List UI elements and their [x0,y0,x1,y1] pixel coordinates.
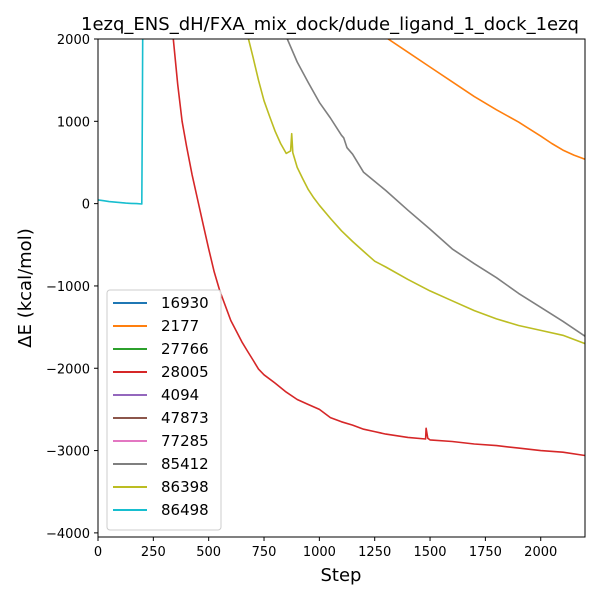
y-tick-label: −2000 [46,362,90,377]
x-tick-label: 1750 [469,545,502,560]
y-axis-label: ΔE (kcal/mol) [15,228,36,347]
legend-label-2177: 2177 [161,317,199,335]
x-tick-label: 0 [94,545,102,560]
x-tick-label: 500 [196,545,221,560]
y-tick-label: 1000 [57,115,90,130]
chart-title: 1ezq_ENS_dH/FXA_mix_dock/dude_ligand_1_d… [81,14,579,35]
y-tick-label: 2000 [57,33,90,48]
legend: 16930 2177 27766 28005 4094 47873 77285 85412 86… [106,289,222,531]
legend-label-86498: 86498 [161,501,209,519]
y-tick-label: −4000 [46,527,90,542]
y-tick-label: −1000 [46,280,90,295]
legend-label-86398: 86398 [161,478,209,496]
legend-label-27766: 27766 [161,340,209,358]
legend-label-77285: 77285 [161,432,209,450]
series-line-28005 [172,39,585,457]
series-line-85412 [286,39,585,337]
x-tick-label: 250 [141,545,166,560]
legend-label-16930: 16930 [161,294,209,312]
legend-label-47873: 47873 [161,409,209,427]
legend-label-4094: 4094 [161,386,199,404]
series-line-2177 [386,39,585,160]
legend-label-85412: 85412 [161,455,209,473]
x-tick-label: 1500 [413,545,446,560]
y-tick-label: 0 [82,198,90,213]
x-tick-label: 750 [252,545,277,560]
series-line-86498 [98,39,144,205]
series-line-86398 [247,39,585,345]
legend-label-28005: 28005 [161,363,209,381]
x-tick-label: 1000 [303,545,336,560]
x-tick-label: 1250 [358,545,391,560]
x-tick-label: 2000 [524,545,557,560]
x-axis-label: Step [321,565,362,586]
y-tick-label: −3000 [46,445,90,460]
plot-frame [97,38,586,538]
